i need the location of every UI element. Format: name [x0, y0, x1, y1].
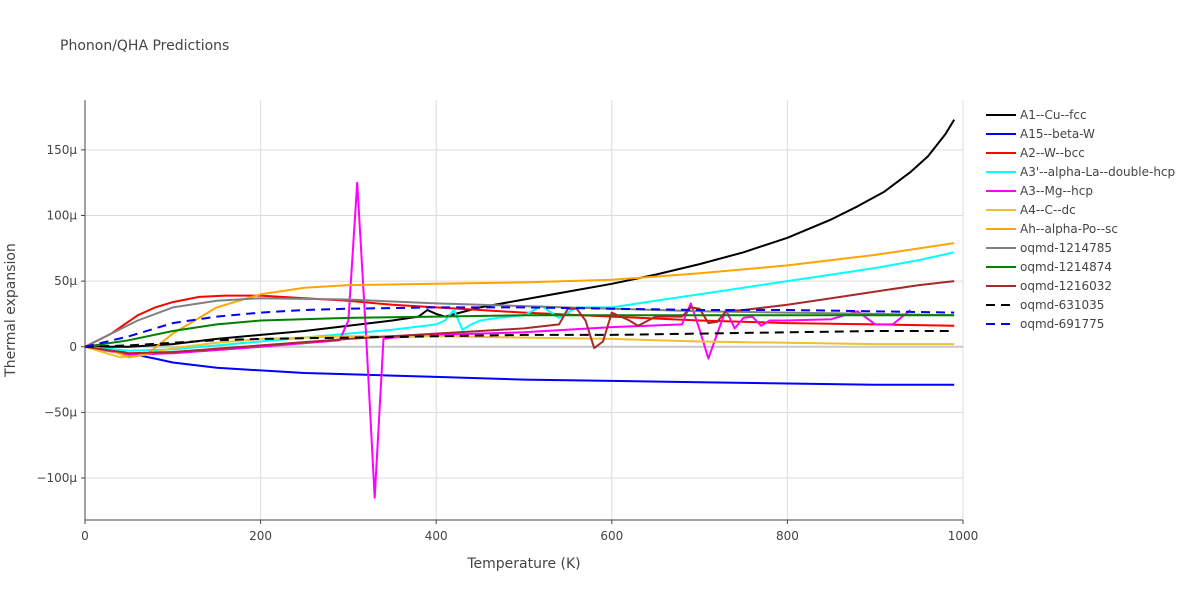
y-tick-label: 150μ	[46, 143, 77, 157]
legend-item-label: oqmd-691775	[1020, 317, 1104, 331]
legend-item-label: A4--C--dc	[1020, 203, 1076, 217]
series-line-oqmd-631035	[85, 330, 955, 348]
x-tick-label: 200	[249, 529, 272, 543]
legend-item-label: Ah--alpha-Po--sc	[1020, 222, 1118, 236]
ticks: 0 200 400 600 800 1000 −100μ −50μ 0 50μ 100μ 150μ	[36, 143, 978, 543]
legend-item-label: oqmd-1216032	[1020, 279, 1112, 293]
legend-item-label: A2--W--bcc	[1020, 146, 1085, 160]
series-line-oqmd-1214785	[85, 297, 955, 348]
y-axis-title: Thermal expansion	[3, 243, 19, 378]
series-line-oqmd-691775	[85, 306, 955, 348]
x-tick-label: 1000	[948, 529, 979, 543]
series-line-a1-cu-fcc	[85, 119, 956, 348]
series-line-a3-alpha-la-double-hcp	[85, 251, 955, 352]
series-line-oqmd-1214874	[85, 314, 955, 348]
y-tick-label: −50μ	[44, 405, 77, 419]
x-tick-label: 0	[81, 529, 89, 543]
chart-title: Phonon/QHA Predictions	[60, 38, 229, 54]
y-tick-label: −100μ	[36, 471, 77, 485]
y-tick-label: 50μ	[54, 274, 77, 288]
x-tick-label: 400	[425, 529, 448, 543]
legend-item-label: oqmd-631035	[1020, 298, 1104, 312]
x-tick-label: 800	[776, 529, 799, 543]
series-line-oqmd-1216032	[85, 280, 955, 355]
legend-item-label: A1--Cu--fcc	[1020, 108, 1087, 122]
series-line-a15-beta-w	[85, 345, 955, 386]
legend: A1--Cu--fcc A15--beta-W A2--W--bcc A3'--alp…	[986, 108, 1175, 331]
x-axis-title: Temperature (K)	[466, 556, 580, 572]
legend-item-label: oqmd-1214785	[1020, 241, 1112, 255]
axes	[84, 100, 963, 521]
y-tick-label: 100μ	[46, 209, 77, 223]
series-line-ah-alpha-po-sc	[85, 242, 955, 359]
y-tick-label: 0	[69, 340, 77, 354]
plot-area	[85, 119, 956, 499]
legend-item-label: A3--Mg--hcp	[1020, 184, 1093, 198]
series-line-a3-mg-hcp	[85, 181, 911, 499]
legend-item-label: A3'--alpha-La--double-hcp	[1020, 165, 1175, 179]
legend-item-label: oqmd-1214874	[1020, 260, 1112, 274]
grid	[85, 100, 964, 520]
legend-item-label: A15--beta-W	[1020, 127, 1095, 141]
series-lines	[85, 119, 956, 499]
x-tick-label: 600	[600, 529, 623, 543]
